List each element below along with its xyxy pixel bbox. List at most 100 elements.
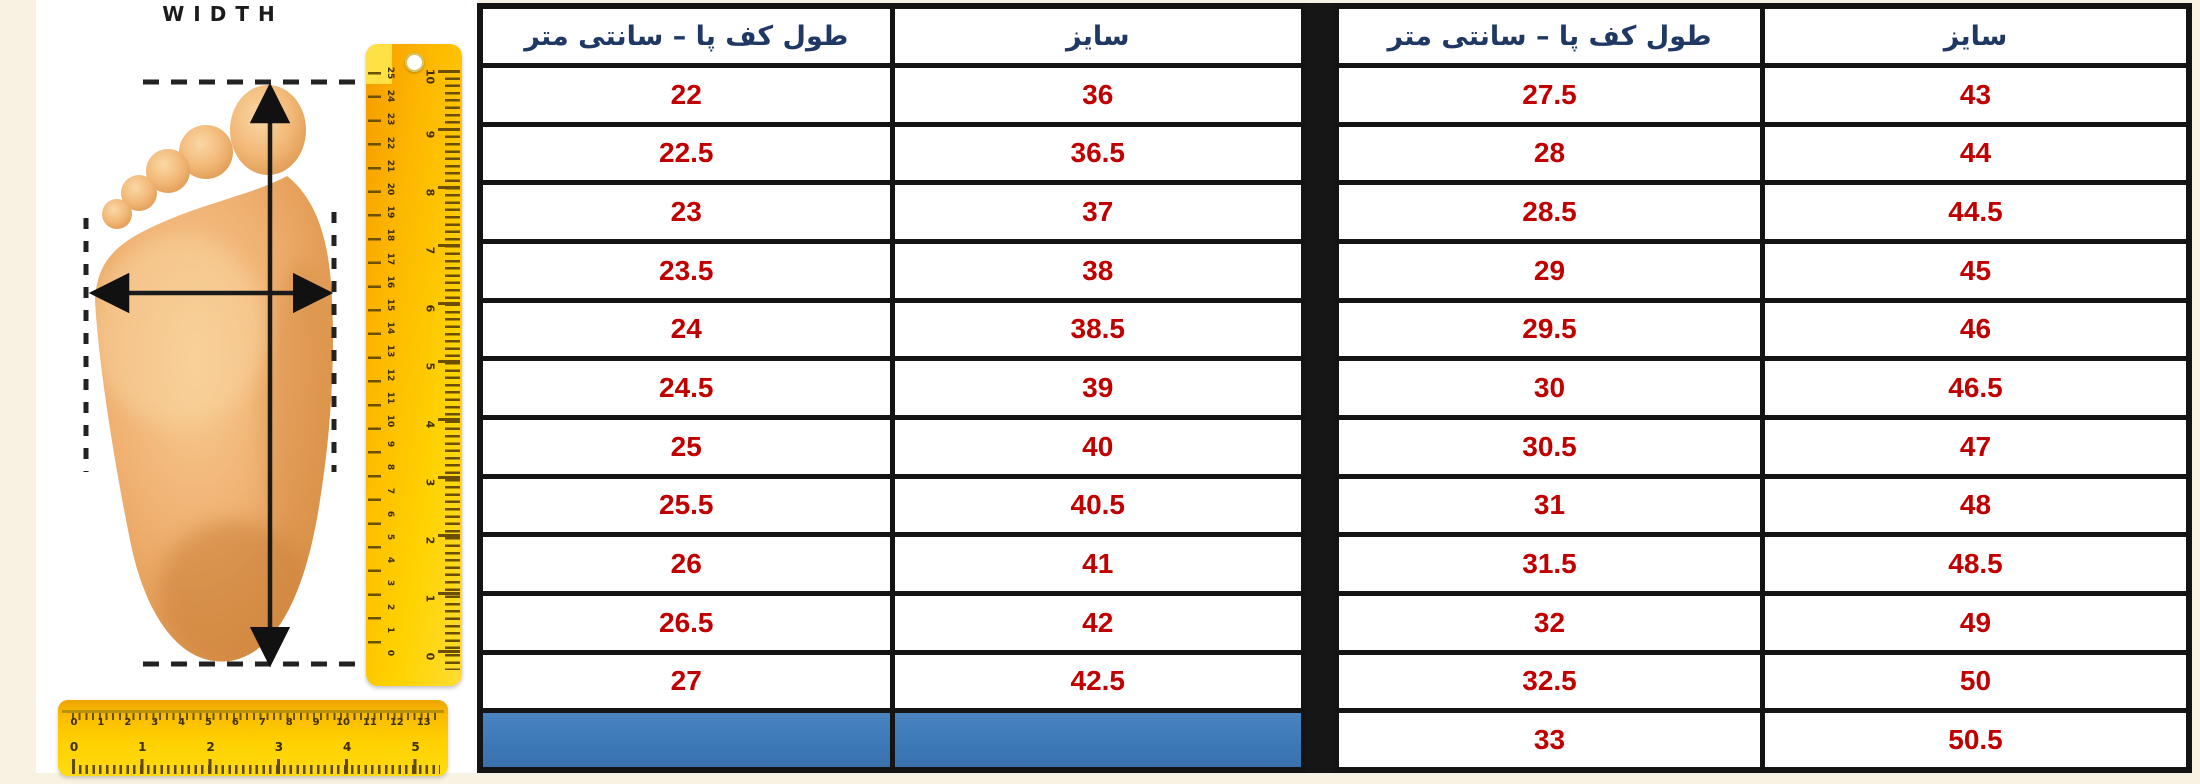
horizontal-ruler-cm-number: 10 <box>336 717 350 728</box>
size-cell <box>894 713 1301 767</box>
vertical-ruler-inch-number: 6 <box>423 304 437 313</box>
horizontal-ruler-cm-number: 12 <box>389 717 404 728</box>
length-cell: 22.5 <box>483 126 890 181</box>
vertical-ruler-inch-number: 7 <box>423 246 437 255</box>
header-cell-size: سایز <box>1765 9 2186 63</box>
length-cell: 32.5 <box>1339 654 1760 709</box>
header-cell-size: سایز <box>894 9 1301 63</box>
size-cell: 42.5 <box>894 654 1301 709</box>
vertical-ruler-cm-number: 3 <box>385 580 395 587</box>
size-cell: 44 <box>1765 126 2186 181</box>
vertical-ruler-cm-number: 10 <box>385 414 395 428</box>
length-cell: 28 <box>1339 126 1760 181</box>
vertical-ruler-cm-number: 23 <box>385 113 395 126</box>
horizontal-ruler-inch-number: 3 <box>274 740 284 754</box>
vertical-ruler-cm-number: 19 <box>385 205 395 219</box>
horizontal-ruler-cm-number: 5 <box>205 717 212 728</box>
vertical-ruler-cm-number: 7 <box>385 487 395 494</box>
length-cell: 30.5 <box>1339 420 1760 474</box>
vertical-ruler-cm-number: 18 <box>385 229 395 242</box>
vertical-ruler-inch-major-ticks <box>438 70 460 670</box>
vertical-ruler-cm-number: 4 <box>385 557 395 564</box>
size-cell: 39 <box>894 361 1301 415</box>
header-cell-length: طول کف پا – سانتی متر <box>1339 9 1760 63</box>
length-cell: 30 <box>1339 361 1760 415</box>
size-cell: 42 <box>894 596 1301 650</box>
horizontal-ruler-cm-number: 0 <box>70 717 78 728</box>
vertical-ruler-cm-number: 25 <box>385 66 395 80</box>
size-cell: 48 <box>1765 478 2186 533</box>
horizontal-ruler-cm-number: 1 <box>97 717 105 728</box>
length-cell: 33 <box>1339 713 1760 767</box>
vertical-ruler-inch-number: 2 <box>423 536 437 545</box>
vertical-ruler-inch-number: 0 <box>423 652 437 661</box>
vertical-ruler-cm-number: 6 <box>385 510 395 517</box>
length-cell: 27 <box>483 654 890 709</box>
vertical-ruler-inch-number: 4 <box>423 420 437 429</box>
header-cell-length: طول کف پا – سانتی متر <box>483 9 890 63</box>
vertical-ruler-cm-number: 13 <box>385 345 395 358</box>
ruler-shadow-line <box>62 710 444 713</box>
width-label: WIDTH <box>162 2 284 26</box>
horizontal-ruler-cm-number: 11 <box>362 717 377 728</box>
size-cell: 36.5 <box>894 126 1301 181</box>
length-cell: 29 <box>1339 244 1760 298</box>
length-cell: 27.5 <box>1339 68 1760 122</box>
size-cell: 40.5 <box>894 478 1301 533</box>
vertical-ruler-cm-number: 11 <box>385 391 395 405</box>
length-cell: 23.5 <box>483 244 890 298</box>
vertical-ruler-cm-number: 22 <box>385 136 395 149</box>
horizontal-ruler-cm-number: 7 <box>258 717 266 728</box>
vertical-ruler-cm-number: 15 <box>385 298 395 312</box>
size-cell: 47 <box>1765 420 2186 474</box>
length-cell: 25.5 <box>483 478 890 533</box>
size-cell: 43 <box>1765 68 2186 122</box>
horizontal-ruler-inch-number: 0 <box>69 740 79 754</box>
size-cell: 46 <box>1765 302 2186 357</box>
length-cell: 23 <box>483 185 890 239</box>
horizontal-ruler-inch-number: 5 <box>411 740 420 754</box>
vertical-ruler-cm-number: 5 <box>385 533 395 541</box>
length-cell <box>483 713 890 767</box>
size-cell: 40 <box>894 420 1301 474</box>
vertical-ruler-cm-number: 2 <box>385 603 395 610</box>
vertical-ruler-cm-number: 0 <box>385 649 395 657</box>
horizontal-ruler-inch-number: 4 <box>343 740 352 754</box>
vertical-ruler-inch-number: 5 <box>423 362 437 371</box>
length-cell: 22 <box>483 68 890 122</box>
vertical-ruler-inch-number: 10 <box>423 68 437 85</box>
horizontal-ruler-cm-number: 3 <box>151 717 159 728</box>
size-cell: 36 <box>894 68 1301 122</box>
vertical-ruler-inch-number: 9 <box>423 130 437 139</box>
ruler-hole <box>405 53 424 72</box>
size-cell: 38.5 <box>894 302 1301 357</box>
size-cell: 50.5 <box>1765 713 2186 767</box>
horizontal-ruler-top-ticks <box>72 713 440 720</box>
size-cell: 50 <box>1765 654 2186 709</box>
length-cell: 26.5 <box>483 596 890 650</box>
length-cell: 31.5 <box>1339 537 1760 591</box>
horizontal-ruler-inch-number: 2 <box>206 740 215 754</box>
vertical-ruler-cm-number: 9 <box>385 441 395 448</box>
horizontal-ruler: 0 1 2 3 4 5 6 7 8 9 10 11 12 13 0 1 2 3 4 5 <box>58 700 448 776</box>
length-cell: 32 <box>1339 596 1760 650</box>
vertical-ruler-cm-number: 16 <box>385 275 395 289</box>
measurement-arrows <box>88 82 334 668</box>
vertical-ruler-inch-number: 1 <box>423 594 437 603</box>
vertical-ruler-inch-number: 8 <box>423 188 437 197</box>
horizontal-ruler-cm-number: 6 <box>231 717 239 728</box>
vertical-ruler-cm-number: 1 <box>385 626 395 633</box>
size-cell: 38 <box>894 244 1301 298</box>
horizontal-ruler-cm-number: 2 <box>124 717 132 728</box>
length-cell: 24 <box>483 302 890 357</box>
length-cell: 26 <box>483 537 890 591</box>
size-table-right: طول کف پا – سانتی متر سایز 27.5 43 28 44 28.5 4… <box>1333 3 2192 773</box>
horizontal-ruler-cm-number: 13 <box>416 717 431 728</box>
size-cell: 37 <box>894 185 1301 239</box>
length-cell: 24.5 <box>483 361 890 415</box>
horizontal-ruler-cm-number: 4 <box>178 717 186 728</box>
vertical-ruler-cm-number: 8 <box>385 464 395 471</box>
horizontal-ruler-cm-number: 8 <box>285 717 293 728</box>
vertical-ruler-cm-number: 14 <box>385 321 395 335</box>
